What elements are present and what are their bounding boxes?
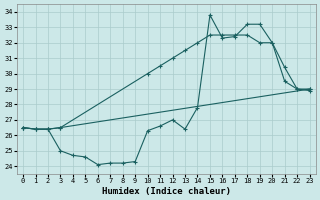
X-axis label: Humidex (Indice chaleur): Humidex (Indice chaleur) [102,187,231,196]
